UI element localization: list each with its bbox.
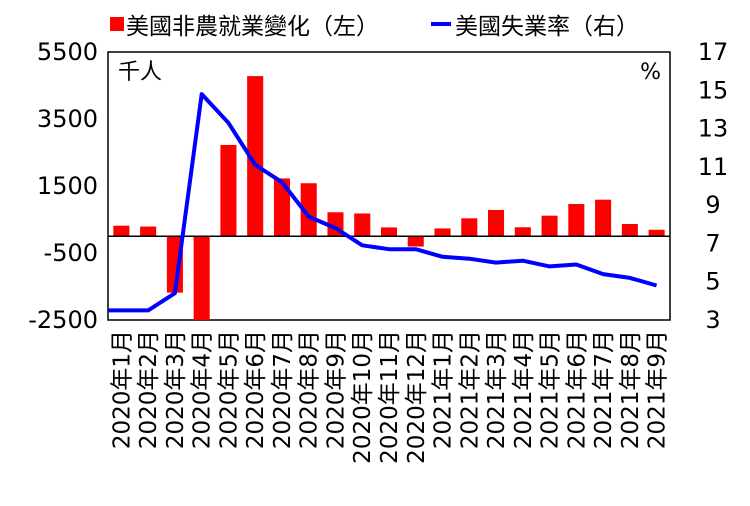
- category-label: 2020年4月: [190, 330, 216, 449]
- bar-2021年5月: [541, 215, 558, 237]
- bar-2020年10月: [354, 213, 371, 237]
- bar-2021年7月: [595, 199, 612, 237]
- category-label: 2021年4月: [511, 330, 537, 449]
- bar-2020年1月: [113, 225, 130, 237]
- right-tick-label: 11: [698, 153, 729, 181]
- plot-frame: [107, 51, 671, 321]
- category-label: 2020年5月: [216, 330, 242, 449]
- bar-2021年4月: [514, 227, 531, 237]
- category-label: 2020年12月: [404, 330, 430, 464]
- right-tick-label: 13: [698, 115, 729, 143]
- bar-2021年8月: [621, 223, 638, 237]
- category-label: 2020年6月: [243, 330, 269, 449]
- category-label: 2021年7月: [591, 330, 617, 449]
- category-label: 2020年10月: [350, 330, 376, 464]
- left-unit-label: 千人: [118, 60, 162, 85]
- left-tick-label: 3500: [37, 105, 98, 133]
- bar-2021年6月: [568, 204, 585, 237]
- bar-2020年12月: [407, 236, 424, 247]
- right-tick-label: 9: [705, 191, 720, 219]
- category-label: 2020年3月: [163, 330, 189, 449]
- category-label: 2021年5月: [538, 330, 564, 449]
- category-label: 2021年3月: [484, 330, 510, 449]
- legend-bar-swatch: [110, 17, 124, 31]
- bar-2020年11月: [380, 227, 398, 237]
- bar-2020年7月: [273, 178, 290, 237]
- category-label: 2021年9月: [645, 330, 671, 449]
- category-label: 2020年11月: [377, 330, 403, 464]
- category-label: 2021年2月: [457, 330, 483, 449]
- left-tick-label: 1500: [37, 172, 98, 200]
- left-tick-label: -2500: [28, 306, 98, 334]
- line-series: [108, 92, 658, 313]
- bar-2020年4月: [193, 236, 210, 320]
- right-tick-label: 7: [705, 229, 720, 257]
- right-tick-label: 15: [698, 76, 729, 104]
- bar-2020年5月: [220, 144, 237, 237]
- bar-2020年2月: [140, 226, 157, 237]
- bar-2021年3月: [488, 209, 505, 237]
- legend-bar-label: 美國非農就業變化（左）: [126, 14, 379, 40]
- bar-2020年6月: [247, 76, 264, 237]
- bar-series: [113, 76, 665, 320]
- category-label: 2020年7月: [270, 330, 296, 449]
- bar-2020年8月: [300, 183, 317, 237]
- right-tick-label: 5: [705, 268, 720, 296]
- unemployment-line: [108, 92, 658, 313]
- left-tick-label: -500: [44, 239, 98, 267]
- bar-2021年2月: [461, 218, 478, 237]
- category-label: 2021年6月: [564, 330, 590, 449]
- legend: 美國非農就業變化（左） 美國失業率（右）: [110, 14, 639, 40]
- category-labels: 2020年1月 2020年2月 2020年3月 2020年4月 2020年5月 2020年…: [109, 330, 670, 464]
- category-label: 2020年2月: [136, 330, 162, 449]
- category-label: 2020年1月: [109, 330, 135, 449]
- category-label: 2020年9月: [323, 330, 349, 449]
- bar-2021年9月: [648, 229, 665, 237]
- right-unit-label: %: [640, 60, 661, 85]
- right-tick-label: 17: [698, 38, 729, 66]
- category-label: 2021年1月: [431, 330, 457, 449]
- category-label: 2020年8月: [297, 330, 323, 449]
- bar-2021年1月: [434, 228, 451, 237]
- category-label: 2021年8月: [618, 330, 644, 449]
- left-axis-ticks: 5500 3500 1500 -500 -2500: [28, 38, 98, 334]
- right-tick-label: 3: [705, 306, 720, 334]
- left-tick-label: 5500: [37, 38, 98, 66]
- right-axis-ticks: 17 15 13 11 9 7 5 3: [698, 38, 729, 334]
- legend-line-label: 美國失業率（右）: [455, 14, 639, 40]
